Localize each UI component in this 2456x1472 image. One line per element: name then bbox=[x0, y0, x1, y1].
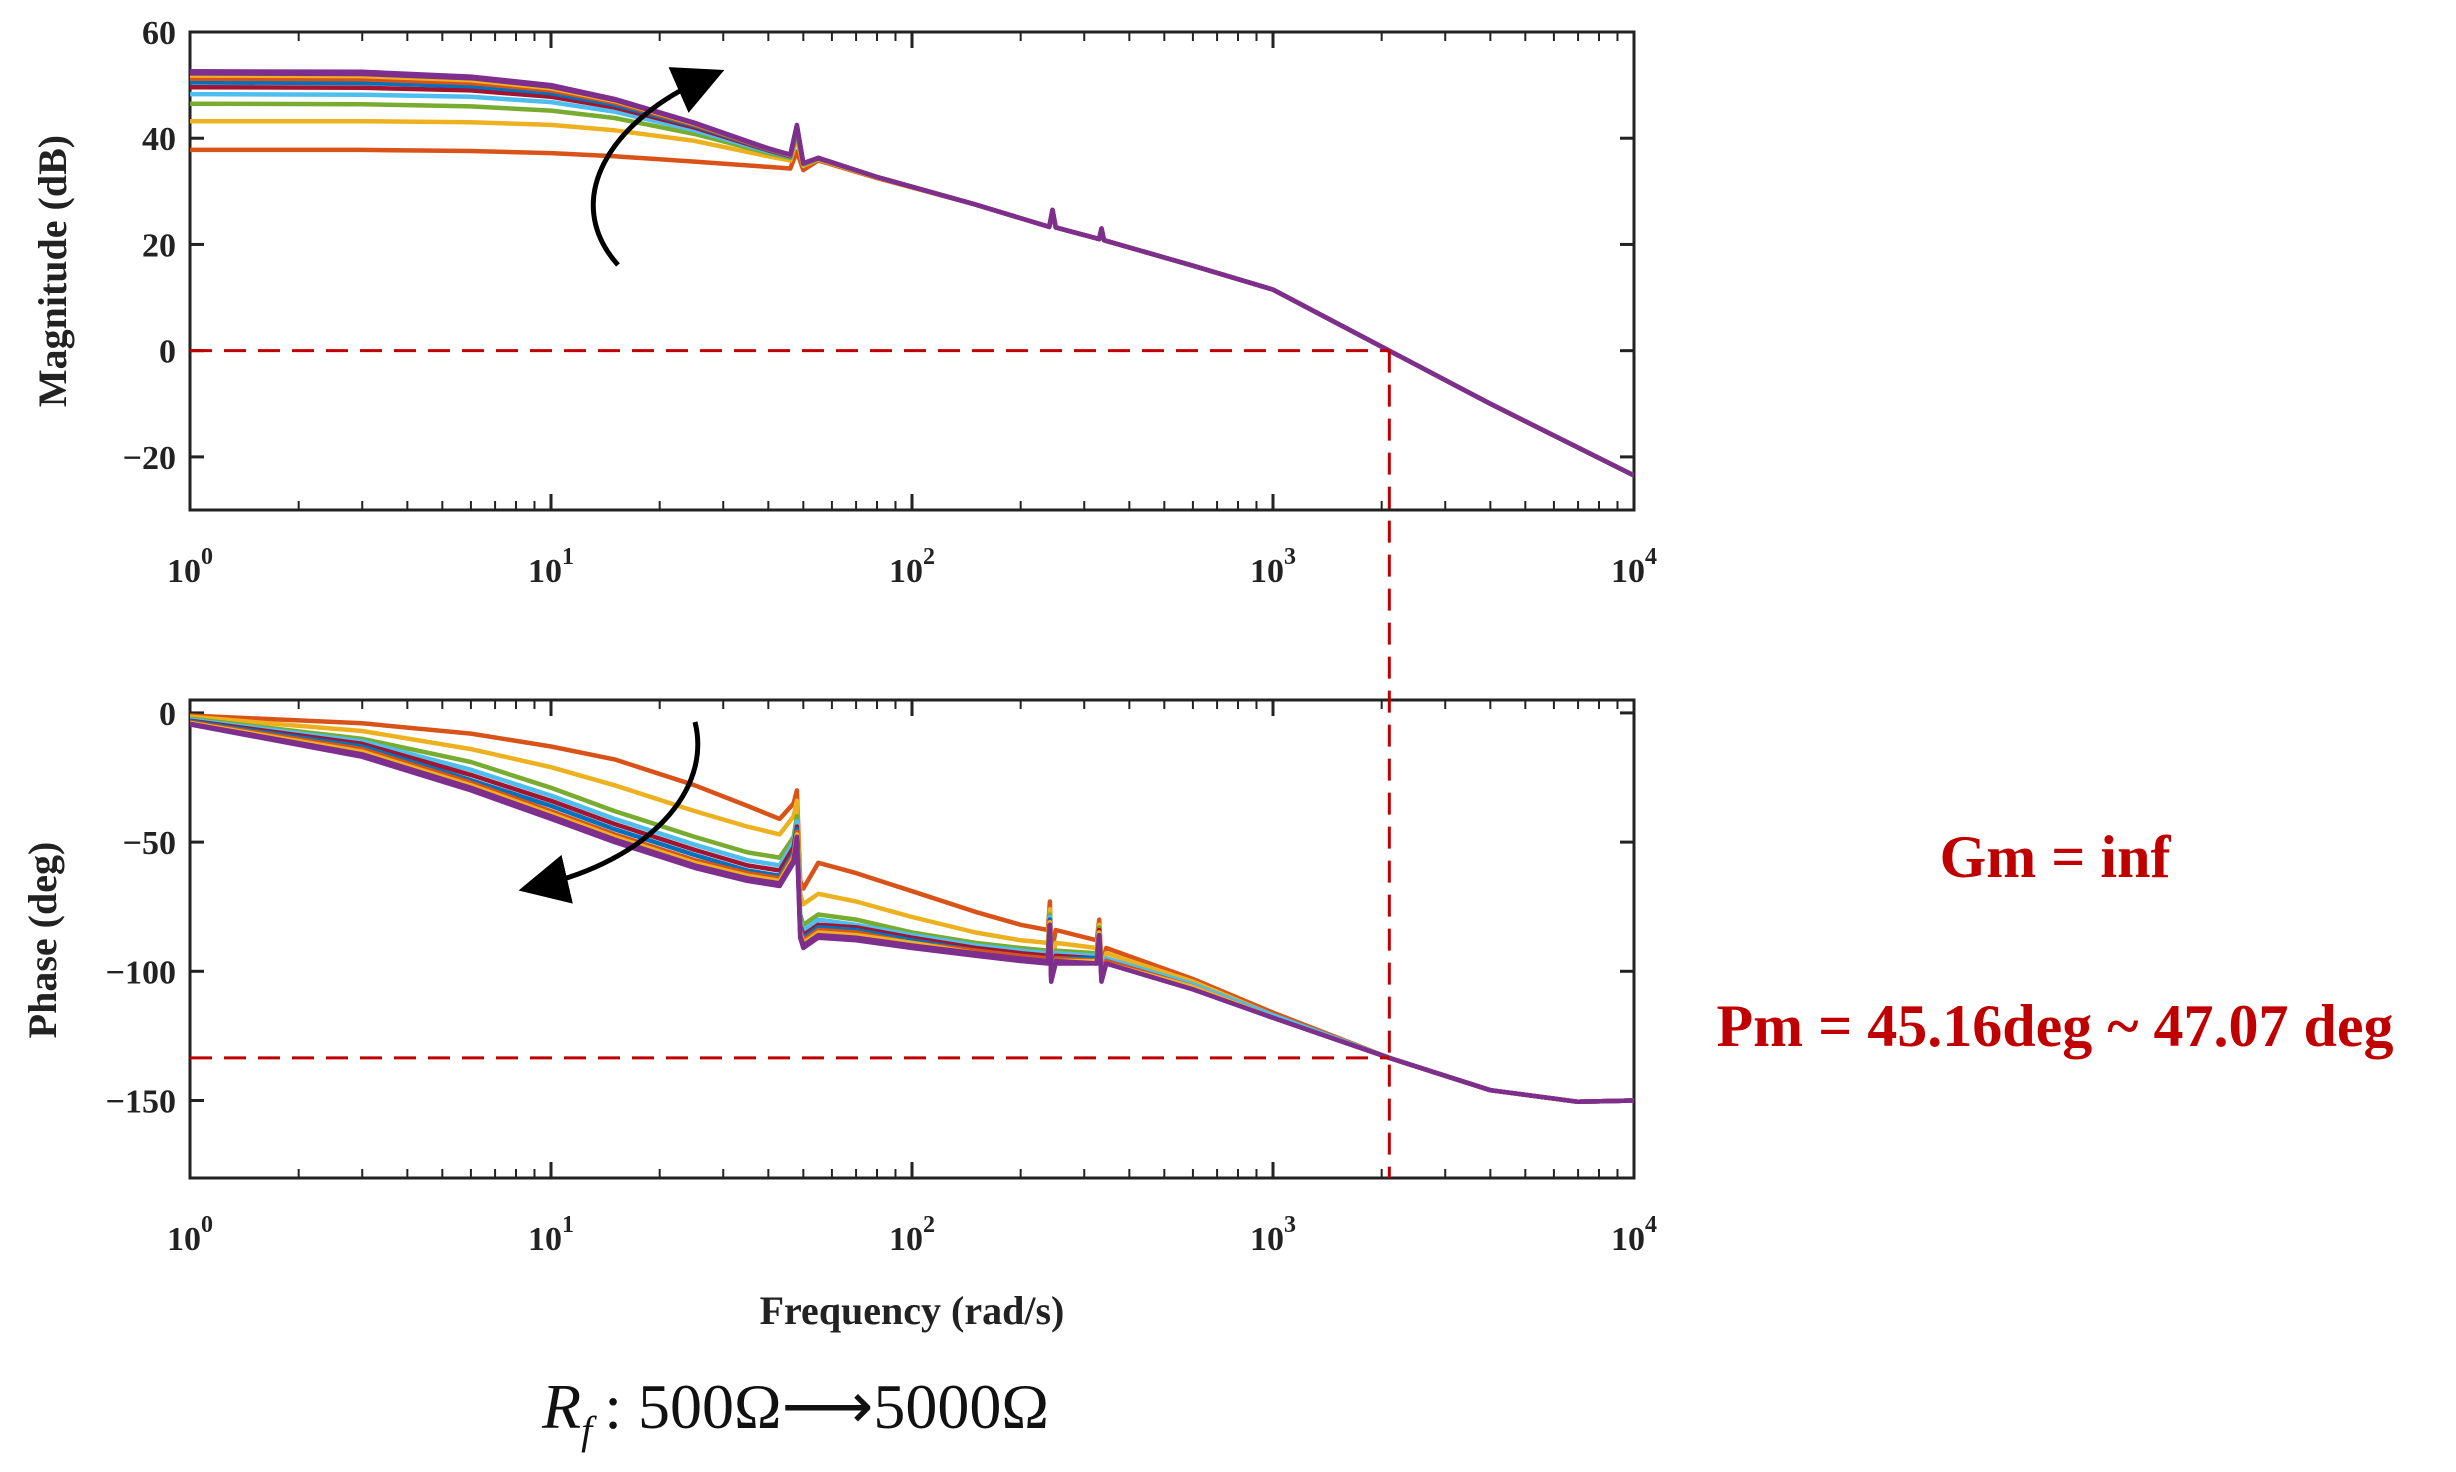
xtick-label: 103 bbox=[1250, 1212, 1296, 1258]
xtick-label: 103 bbox=[1250, 544, 1296, 590]
ytick-label: −50 bbox=[123, 825, 176, 862]
magnitude-series bbox=[190, 69, 1634, 478]
xtick-exponent: 1 bbox=[562, 544, 574, 570]
xtick-base: 10 bbox=[1250, 1221, 1284, 1258]
xtick-exponent: 0 bbox=[201, 1212, 213, 1238]
xtick-base: 10 bbox=[1611, 553, 1645, 590]
series-line bbox=[190, 717, 1634, 1105]
ytick-label: −20 bbox=[123, 440, 176, 477]
gain-margin-text: Gm = inf bbox=[1940, 824, 2172, 890]
xtick-label: 100 bbox=[167, 1212, 213, 1258]
ytick-label: −100 bbox=[106, 954, 176, 991]
phase-series bbox=[190, 713, 1634, 1105]
ytick-label: 0 bbox=[159, 334, 176, 371]
xtick-label: 104 bbox=[1611, 1212, 1657, 1258]
xtick-label: 101 bbox=[528, 544, 574, 590]
formula-symbol: R bbox=[541, 1371, 581, 1442]
xtick-exponent: 2 bbox=[923, 544, 935, 570]
xtick-label: 102 bbox=[889, 544, 935, 590]
xtick-base: 10 bbox=[889, 553, 923, 590]
xtick-base: 10 bbox=[1250, 553, 1284, 590]
xtick-exponent: 4 bbox=[1645, 1212, 1657, 1238]
xtick-base: 10 bbox=[889, 1221, 923, 1258]
formula-subscript: f bbox=[581, 1408, 597, 1453]
magnitude-ylabel: Magnitude (dB) bbox=[30, 135, 75, 407]
series-line bbox=[190, 714, 1634, 1105]
xtick-base: 10 bbox=[528, 1221, 562, 1258]
xtick-label: 100 bbox=[167, 544, 213, 590]
xtick-exponent: 4 bbox=[1645, 544, 1657, 570]
phase-decrease-arrow bbox=[518, 721, 701, 904]
xtick-label: 102 bbox=[889, 1212, 935, 1258]
xtick-exponent: 3 bbox=[1284, 1212, 1296, 1238]
ytick-label: 60 bbox=[142, 15, 176, 52]
series-line bbox=[190, 722, 1634, 1105]
magnitude-axes-frame bbox=[188, 30, 1636, 512]
xtick-exponent: 0 bbox=[201, 544, 213, 570]
ytick-label: 0 bbox=[159, 696, 176, 733]
ytick-label: 40 bbox=[142, 121, 176, 158]
xtick-base: 10 bbox=[167, 1221, 201, 1258]
series-line bbox=[190, 69, 1634, 478]
magnitude-increase-arrow bbox=[590, 67, 725, 267]
ytick-label: 20 bbox=[142, 227, 176, 264]
xtick-label: 101 bbox=[528, 1212, 574, 1258]
xtick-exponent: 1 bbox=[562, 1212, 574, 1238]
frequency-xlabel: Frequency (rad/s) bbox=[760, 1288, 1065, 1333]
formula-arrow: ⟶ bbox=[782, 1371, 874, 1442]
xtick-base: 10 bbox=[167, 553, 201, 590]
xtick-base: 10 bbox=[528, 553, 562, 590]
phase-margin-text: Pm = 45.16deg ~ 47.07 deg bbox=[1716, 993, 2393, 1059]
xtick-base: 10 bbox=[1611, 1221, 1645, 1258]
ytick-label: −150 bbox=[106, 1083, 176, 1120]
formula-start: : 500Ω bbox=[604, 1371, 781, 1442]
series-line bbox=[190, 713, 1634, 1105]
xtick-exponent: 2 bbox=[923, 1212, 935, 1238]
formula-end: 5000Ω bbox=[873, 1371, 1049, 1442]
phase-ylabel: Phase (deg) bbox=[20, 842, 65, 1039]
xtick-label: 104 bbox=[1611, 544, 1657, 590]
xtick-exponent: 3 bbox=[1284, 544, 1296, 570]
resistance-range-formula: Rf: 500Ω⟶5000Ω bbox=[541, 1371, 1049, 1453]
